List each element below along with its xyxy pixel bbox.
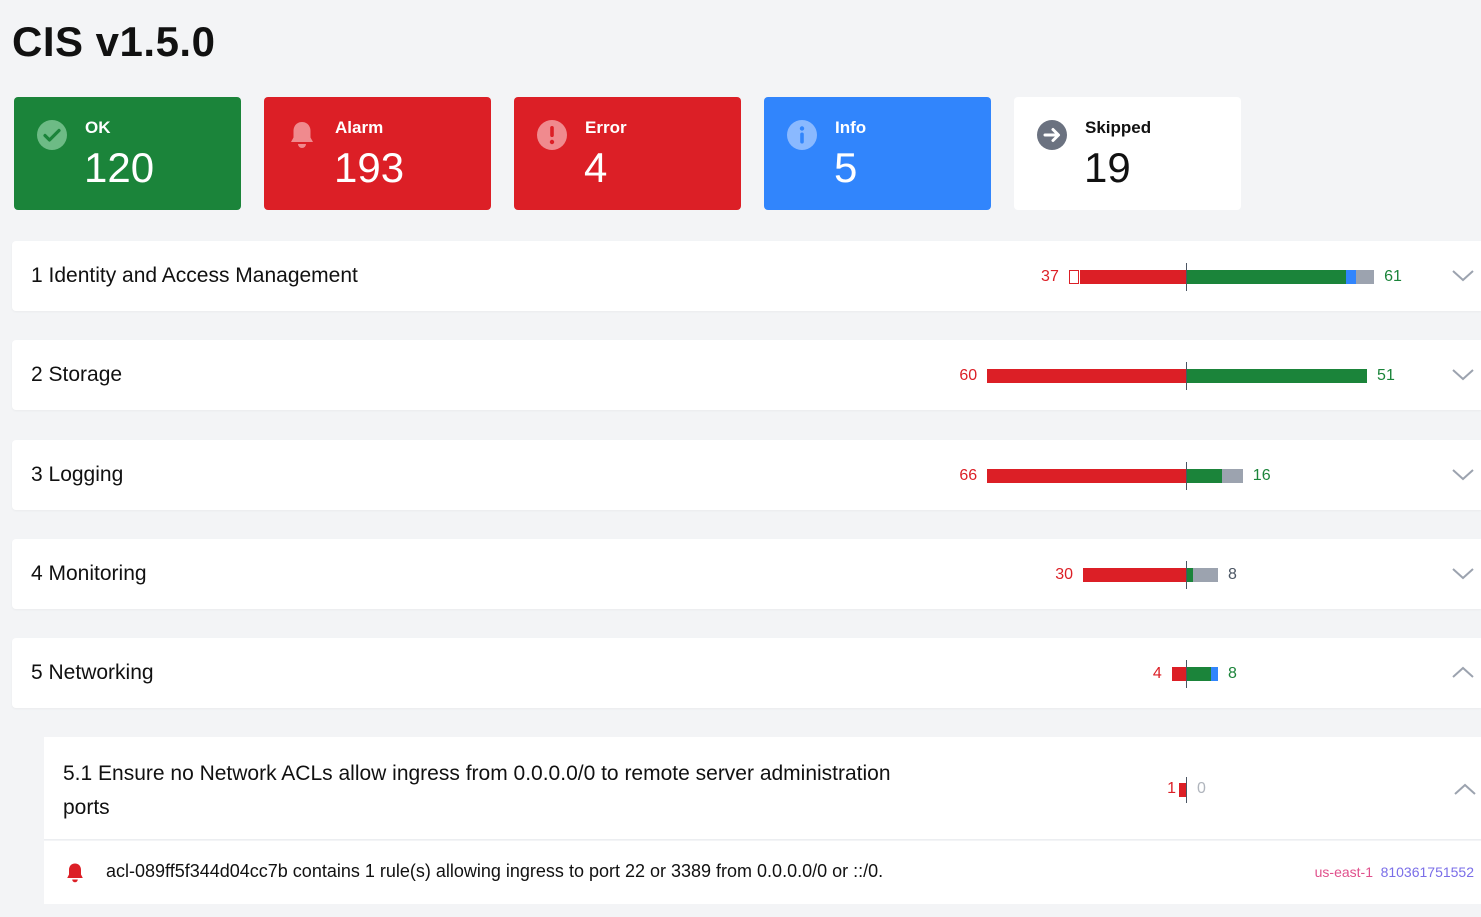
summary-cards: OK 120 Alarm 193 Error 4 Info 5 Sk bbox=[14, 97, 1241, 210]
bell-icon bbox=[67, 863, 83, 883]
section-ok-count: 51 bbox=[1377, 367, 1395, 384]
section-title: 4 Monitoring bbox=[31, 562, 147, 585]
ok-segment bbox=[1186, 568, 1194, 582]
result-message: acl-089ff5f344d04cc7b contains 1 rule(s)… bbox=[106, 861, 884, 881]
section-identity-access-management[interactable]: 1 Identity and Access Management 37 61 bbox=[12, 241, 1481, 311]
section-monitoring[interactable]: 4 Monitoring 30 8 bbox=[12, 539, 1481, 609]
section-alarm-count: 66 bbox=[959, 467, 978, 484]
section-ok-count: 8 bbox=[1227, 566, 1237, 583]
info-value: 5 bbox=[834, 144, 858, 191]
control-5-1[interactable]: 5.1 Ensure no Network ACLs allow ingress… bbox=[44, 737, 1481, 840]
error-value: 4 bbox=[584, 144, 608, 191]
ok-value: 120 bbox=[84, 144, 155, 191]
ok-segment bbox=[1186, 369, 1368, 383]
section-title: 5 Networking bbox=[31, 661, 154, 684]
skip-segment bbox=[1221, 469, 1243, 483]
bar-axis bbox=[1186, 660, 1187, 688]
control-alarm-bar bbox=[1179, 783, 1186, 797]
chevron-down-icon[interactable] bbox=[1451, 364, 1475, 384]
ok-label: OK bbox=[85, 118, 111, 137]
alarm-card[interactable]: Alarm 193 bbox=[264, 97, 491, 210]
section-ok-count: 61 bbox=[1384, 268, 1402, 285]
ok-segment bbox=[1186, 270, 1346, 284]
control-alarm-count: 1 bbox=[1167, 780, 1176, 797]
alarm-segment bbox=[1083, 568, 1186, 582]
alarm-segment bbox=[987, 369, 1186, 383]
section-storage[interactable]: 2 Storage 60 51 bbox=[12, 340, 1481, 410]
info-segment bbox=[1210, 667, 1218, 681]
section-title: 2 Storage bbox=[31, 363, 123, 386]
chevron-down-icon[interactable] bbox=[1451, 265, 1475, 285]
chevron-down-icon[interactable] bbox=[1451, 464, 1475, 484]
chevron-up-icon[interactable] bbox=[1451, 662, 1475, 682]
result-account[interactable]: 810361751552 bbox=[1380, 864, 1474, 880]
bell-icon bbox=[291, 122, 313, 148]
section-alarm-count: 60 bbox=[959, 367, 978, 384]
control-bar-axis bbox=[1186, 777, 1187, 803]
section-title: 3 Logging bbox=[31, 463, 124, 486]
section-alarm-count: 37 bbox=[1041, 268, 1059, 285]
error-card[interactable]: Error 4 bbox=[514, 97, 741, 210]
ok-segment bbox=[1186, 667, 1211, 681]
ok-segment bbox=[1186, 469, 1222, 483]
control-title: 5.1 Ensure no Network ACLs allow ingress… bbox=[63, 762, 891, 819]
bar-axis bbox=[1186, 263, 1187, 291]
chevron-down-icon[interactable] bbox=[1451, 563, 1475, 583]
arrow-right-circle-icon bbox=[1037, 120, 1067, 150]
exclamation-circle-icon bbox=[537, 120, 567, 150]
section-ok-count: 8 bbox=[1227, 665, 1237, 682]
info-segment bbox=[1345, 270, 1357, 284]
skip-segment bbox=[1356, 270, 1375, 284]
skipped-label: Skipped bbox=[1085, 118, 1152, 137]
section-alarm-count: 4 bbox=[1152, 665, 1162, 682]
control-ok-count: 0 bbox=[1197, 780, 1206, 797]
check-circle-icon bbox=[37, 120, 67, 150]
alarm-value: 193 bbox=[334, 144, 405, 191]
page-title: CIS v1.5.0 bbox=[12, 18, 216, 65]
bar-axis bbox=[1186, 561, 1187, 589]
skipped-value: 19 bbox=[1084, 144, 1131, 191]
bar-axis bbox=[1186, 462, 1187, 490]
info-label: Info bbox=[835, 118, 867, 137]
skip-segment bbox=[1193, 568, 1218, 582]
info-circle-icon bbox=[787, 120, 817, 150]
result-row[interactable]: acl-089ff5f344d04cc7b contains 1 rule(s)… bbox=[44, 841, 1481, 904]
bar-axis bbox=[1186, 362, 1187, 390]
alarm-segment bbox=[987, 469, 1186, 483]
result-region[interactable]: us-east-1 bbox=[1314, 864, 1373, 880]
section-title: 1 Identity and Access Management bbox=[31, 264, 358, 287]
alarm-label: Alarm bbox=[335, 118, 384, 137]
error-segment bbox=[1068, 270, 1080, 284]
section-ok-count: 16 bbox=[1252, 467, 1271, 484]
ok-card[interactable]: OK 120 bbox=[14, 97, 241, 210]
alarm-segment bbox=[1079, 270, 1186, 284]
info-card[interactable]: Info 5 bbox=[764, 97, 991, 210]
section-logging[interactable]: 3 Logging 66 16 bbox=[12, 440, 1481, 510]
section-networking[interactable]: 5 Networking 4 8 bbox=[12, 638, 1481, 708]
error-label: Error bbox=[585, 118, 627, 137]
section-alarm-count: 30 bbox=[1055, 566, 1074, 583]
alarm-segment bbox=[1171, 667, 1186, 681]
chevron-up-icon[interactable] bbox=[1453, 779, 1477, 799]
skipped-card[interactable]: Skipped 19 bbox=[1014, 97, 1241, 210]
